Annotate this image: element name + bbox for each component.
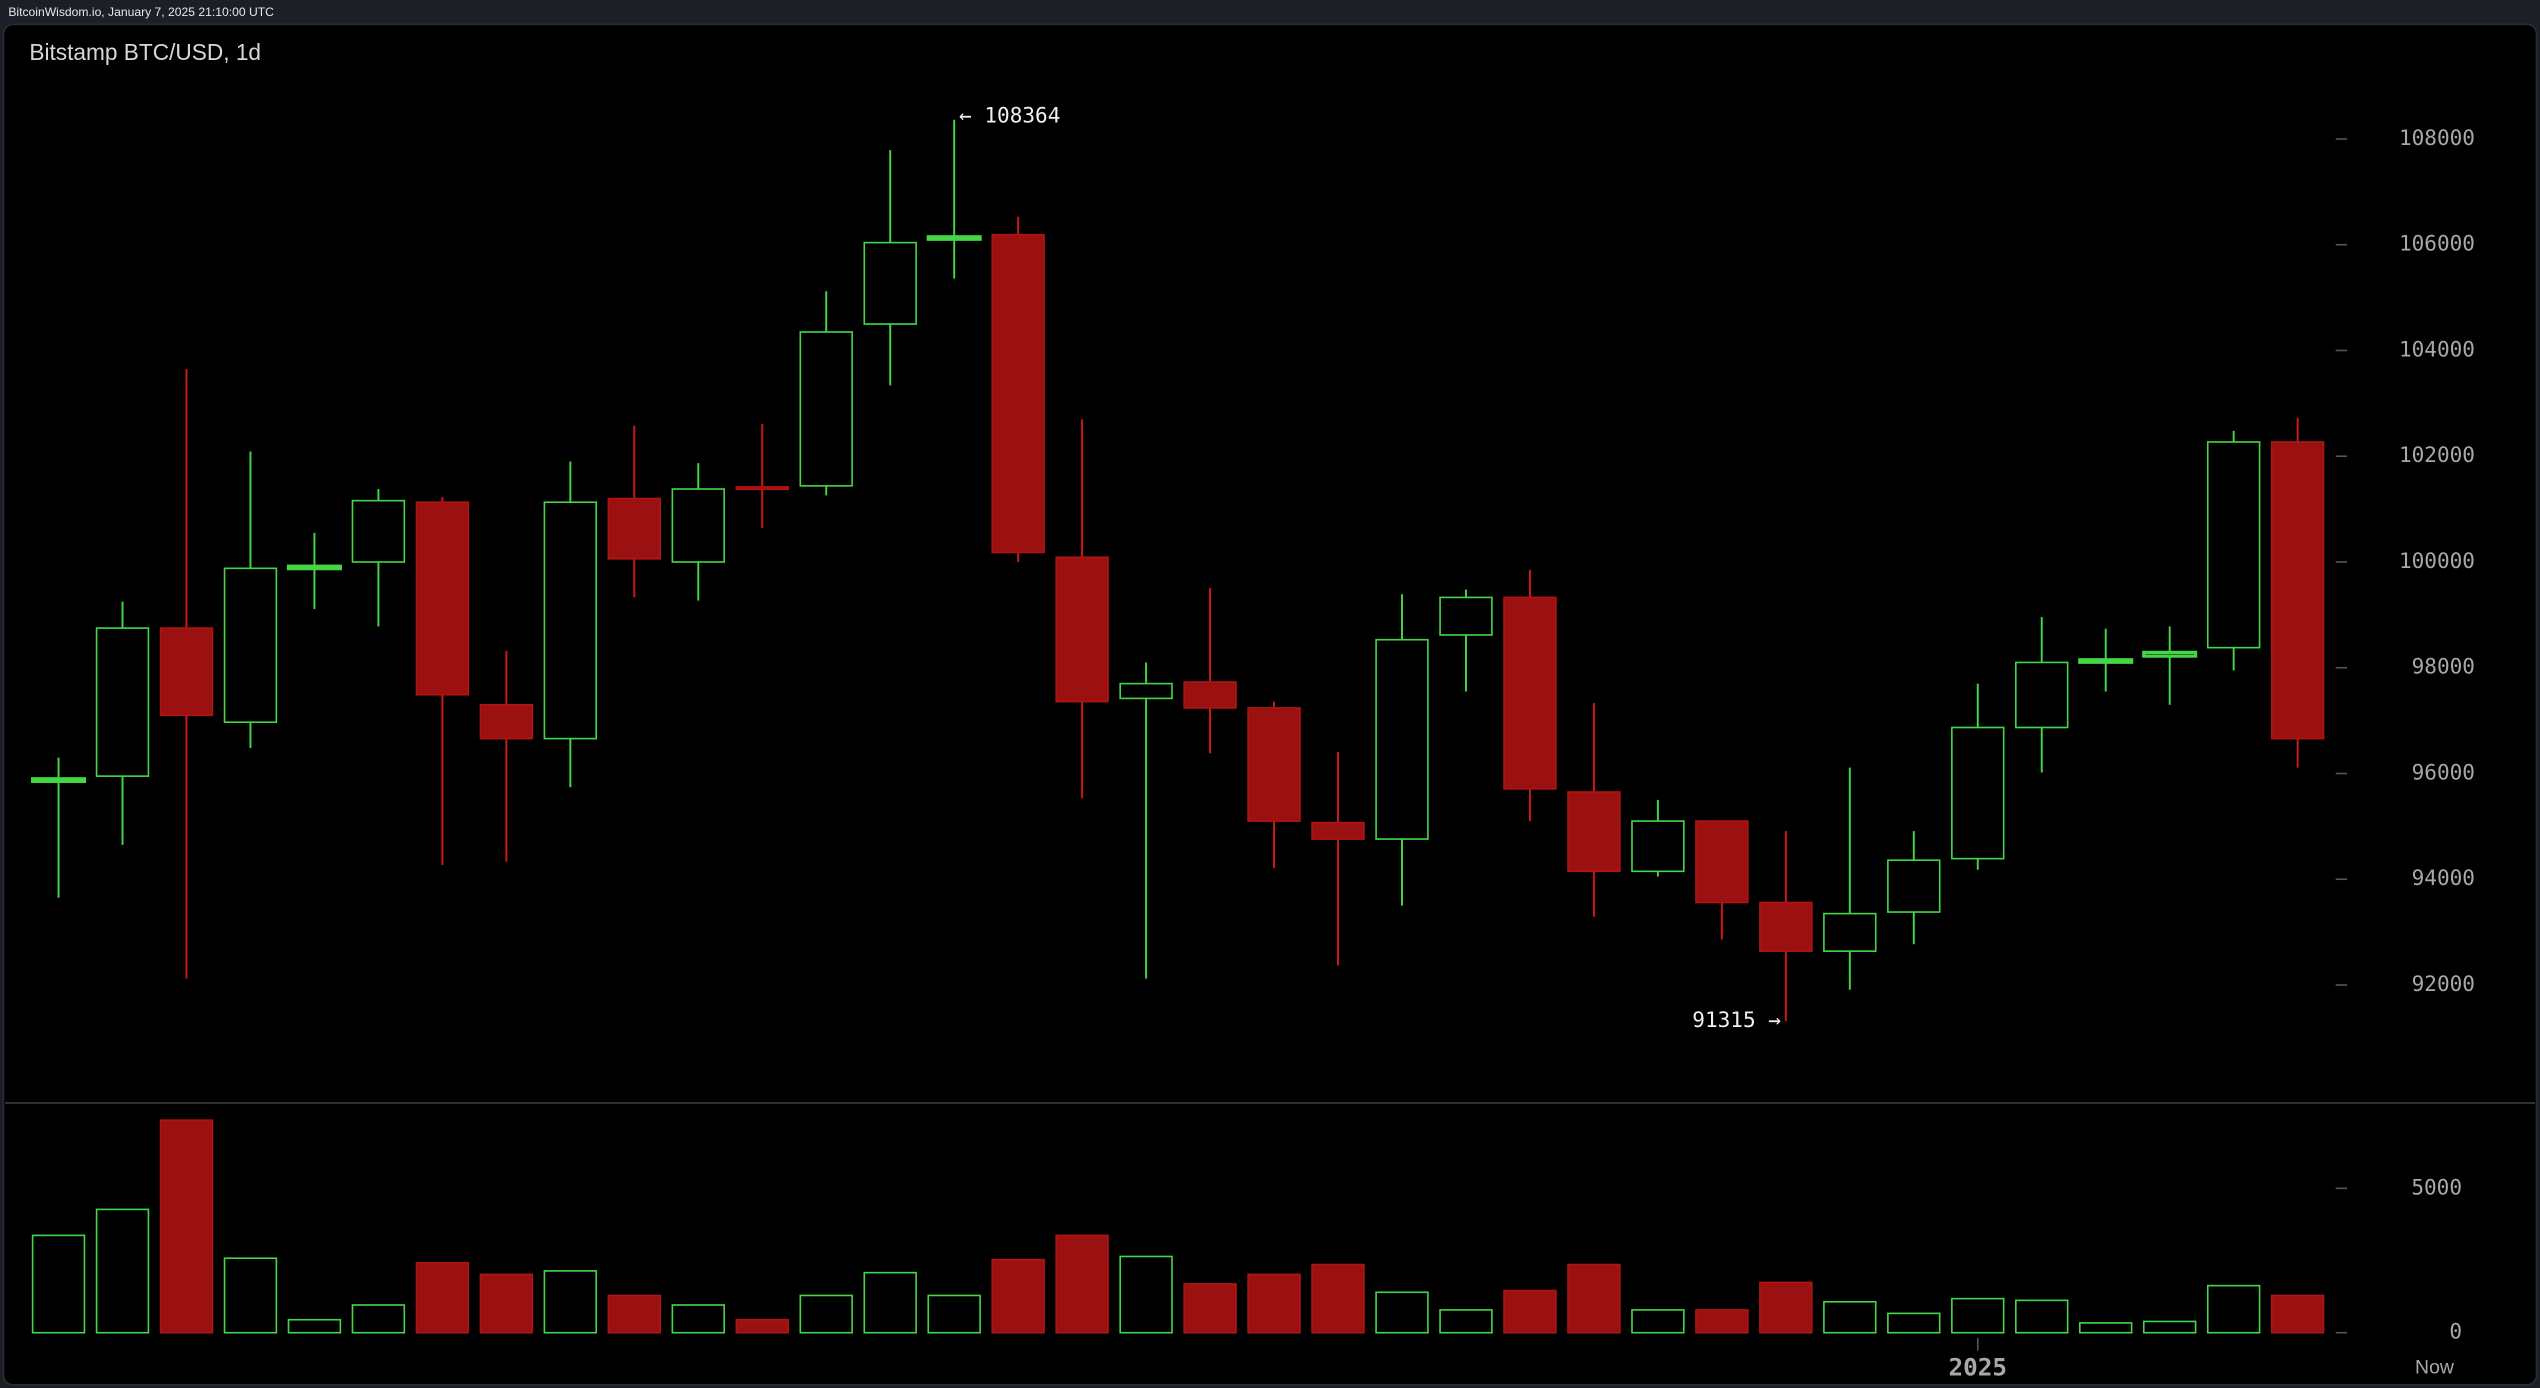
candle-body bbox=[1311, 821, 1365, 840]
candle-body bbox=[2206, 441, 2261, 649]
candle-body bbox=[991, 233, 1045, 554]
volume-bar bbox=[31, 1234, 86, 1334]
volume-bar bbox=[863, 1271, 917, 1334]
candle-body bbox=[415, 501, 470, 696]
volume-bar bbox=[1951, 1297, 2005, 1334]
y-tick-label: 108000 bbox=[2399, 125, 2475, 150]
candle-body bbox=[159, 627, 214, 717]
volume-bar bbox=[1567, 1263, 1621, 1334]
candle-body bbox=[1055, 556, 1109, 703]
volume-bar bbox=[799, 1294, 853, 1334]
volume-bar bbox=[671, 1304, 726, 1334]
candle-body bbox=[95, 627, 150, 777]
volume-bar bbox=[1055, 1234, 1109, 1334]
candle-body bbox=[2078, 658, 2134, 664]
chart-frame bbox=[2, 23, 2538, 1386]
volume-bar bbox=[1887, 1312, 1941, 1334]
candle-body bbox=[1119, 682, 1173, 700]
chart-title: Bitstamp BTC/USD, 1d bbox=[29, 39, 261, 65]
volume-bar bbox=[223, 1257, 278, 1334]
y-tick-label: 94000 bbox=[2412, 865, 2475, 890]
candle-body bbox=[1247, 707, 1301, 822]
candle-body bbox=[543, 501, 598, 740]
candle-body bbox=[2270, 441, 2325, 740]
candle-body bbox=[1887, 859, 1941, 913]
candle-body bbox=[286, 564, 342, 571]
candle-body bbox=[671, 488, 726, 563]
candle-body bbox=[2142, 650, 2198, 658]
candle-body bbox=[351, 499, 406, 563]
candle-body bbox=[1439, 596, 1493, 636]
candle-body bbox=[223, 567, 278, 724]
candle-body bbox=[863, 241, 917, 325]
y-tick-label: 98000 bbox=[2412, 654, 2475, 679]
candle-body bbox=[2015, 661, 2069, 729]
candle-body bbox=[1631, 820, 1685, 873]
volume-bar bbox=[1759, 1281, 1813, 1334]
candle-body bbox=[1567, 791, 1621, 873]
volume-bar bbox=[1119, 1255, 1173, 1334]
x-tick-label: 2025 bbox=[1949, 1353, 2007, 1382]
volume-bar bbox=[1503, 1289, 1557, 1334]
candle-body bbox=[799, 331, 853, 487]
now-label: Now bbox=[2415, 1357, 2455, 1379]
y-tick-label: 5000 bbox=[2411, 1174, 2462, 1199]
candle-body bbox=[1759, 901, 1813, 952]
volume-bar bbox=[2015, 1299, 2069, 1334]
volume-bar bbox=[287, 1318, 342, 1334]
volume-bar bbox=[351, 1304, 406, 1334]
candle-body bbox=[735, 486, 789, 491]
volume-bar bbox=[1375, 1291, 1429, 1334]
y-tick-label: 92000 bbox=[2412, 971, 2475, 996]
volume-bar bbox=[1311, 1263, 1365, 1334]
header: BitcoinWisdom.io, January 7, 2025 21:10:… bbox=[8, 5, 274, 19]
candle-body bbox=[31, 777, 87, 784]
candle-body bbox=[1375, 638, 1429, 840]
volume-bar bbox=[735, 1318, 789, 1334]
candle-body bbox=[926, 235, 982, 241]
y-tick-label: 104000 bbox=[2399, 336, 2475, 361]
y-tick-label: 100000 bbox=[2399, 548, 2475, 573]
volume-bar bbox=[479, 1273, 534, 1334]
price-annotation: 91315 → bbox=[1692, 1007, 1781, 1032]
volume-bar bbox=[2270, 1294, 2325, 1334]
volume-bar bbox=[159, 1119, 214, 1334]
y-tick-label: 96000 bbox=[2412, 759, 2475, 784]
volume-bar bbox=[415, 1262, 470, 1334]
volume-bar bbox=[2078, 1322, 2133, 1334]
volume-bar bbox=[1823, 1301, 1877, 1334]
candle-body bbox=[479, 703, 534, 740]
candle-body bbox=[607, 497, 662, 560]
volume-bar bbox=[991, 1258, 1045, 1334]
candle-body bbox=[1695, 820, 1749, 904]
volume-bar bbox=[1247, 1273, 1301, 1334]
volume-bar bbox=[1439, 1309, 1493, 1334]
y-tick-label: 106000 bbox=[2399, 231, 2475, 256]
candle-body bbox=[1823, 912, 1877, 952]
volume-bar bbox=[1631, 1309, 1685, 1334]
volume-bar bbox=[1695, 1309, 1749, 1334]
volume-bar bbox=[1183, 1283, 1237, 1334]
volume-bar bbox=[95, 1208, 150, 1334]
y-tick-label: 102000 bbox=[2399, 442, 2475, 467]
candle-body bbox=[1183, 681, 1237, 709]
candle-body bbox=[1951, 726, 2005, 860]
volume-bar bbox=[607, 1294, 662, 1334]
volume-bar bbox=[2206, 1284, 2261, 1334]
candle-body bbox=[1503, 596, 1557, 790]
volume-bar bbox=[927, 1294, 981, 1334]
price-annotation: ← 108364 bbox=[959, 102, 1060, 127]
volume-bar bbox=[543, 1270, 598, 1334]
volume-bar bbox=[2142, 1320, 2197, 1334]
y-tick-label: 0 bbox=[2449, 1319, 2462, 1344]
